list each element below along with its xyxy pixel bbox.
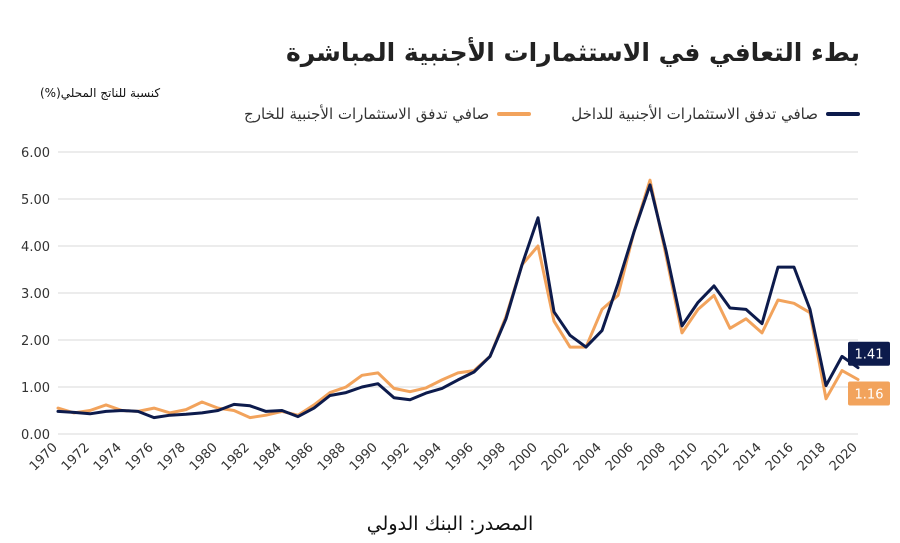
series-line-inflow — [56, 183, 860, 420]
y-tick-label: 0.00 — [21, 428, 50, 443]
x-tick-label: 1990 — [347, 440, 381, 474]
x-tick-label: 1972 — [59, 440, 93, 474]
x-tick-label: 1992 — [379, 440, 413, 474]
y-tick-label: 6.00 — [21, 146, 50, 161]
legend-label-inflow: صافي تدفق الاستثمارات الأجنبية للداخل — [571, 105, 818, 123]
x-tick-label: 2014 — [731, 440, 765, 474]
x-tick-label: 1988 — [315, 440, 349, 474]
end-value-box-inflow — [848, 341, 890, 366]
x-tick-label: 1986 — [283, 440, 317, 474]
legend-swatch-inflow — [826, 112, 860, 116]
x-tick-label: 2016 — [763, 440, 797, 474]
x-tick-label: 1976 — [123, 440, 157, 474]
y-tick-label: 5.00 — [21, 193, 50, 208]
x-tick-label: 1996 — [443, 440, 477, 474]
y-tick-label: 1.00 — [21, 381, 50, 396]
y-tick-label: 2.00 — [21, 334, 50, 349]
legend-item-inflow: صافي تدفق الاستثمارات الأجنبية للداخل — [571, 105, 860, 123]
x-tick-label: 2000 — [507, 440, 541, 474]
series-line-outflow — [56, 178, 860, 420]
y-axis-label: كنسبة للناتج المحلي(%) — [40, 86, 161, 100]
end-value-box-outflow — [848, 381, 890, 406]
x-tick-label: 2004 — [571, 440, 605, 474]
x-tick-label: 1984 — [251, 440, 285, 474]
y-tick-label: 4.00 — [21, 240, 50, 255]
x-tick-label: 2012 — [699, 440, 733, 474]
x-tick-label: 1994 — [411, 440, 445, 474]
x-tick-label: 2010 — [667, 440, 701, 474]
x-tick-label: 1974 — [91, 440, 125, 474]
legend-item-outflow: صافي تدفق الاستثمارات الأجنبية للخارج — [244, 105, 532, 123]
legend: صافي تدفق الاستثمارات الأجنبية للداخل صا… — [220, 102, 860, 126]
chart-title: بطء التعافي في الاستثمارات الأجنبية المب… — [285, 38, 860, 67]
x-tick-label: 2020 — [827, 440, 861, 474]
x-tick-label: 2002 — [539, 440, 573, 474]
x-tick-label: 1998 — [475, 440, 509, 474]
x-tick-label: 1982 — [219, 440, 253, 474]
x-tick-label: 1978 — [155, 440, 189, 474]
x-tick-label: 1980 — [187, 440, 221, 474]
x-tick-label: 2008 — [635, 440, 669, 474]
legend-swatch-outflow — [497, 112, 532, 116]
x-tick-label: 2006 — [603, 440, 637, 474]
legend-label-outflow: صافي تدفق الاستثمارات الأجنبية للخارج — [244, 105, 490, 123]
x-tick-label: 2018 — [795, 440, 829, 474]
end-value-label-outflow: 1.16 — [855, 387, 884, 402]
y-tick-label: 3.00 — [21, 287, 50, 302]
end-value-label-inflow: 1.41 — [855, 348, 884, 363]
x-tick-label: 1970 — [27, 440, 61, 474]
source-note: المصدر: البنك الدولي — [366, 513, 534, 535]
